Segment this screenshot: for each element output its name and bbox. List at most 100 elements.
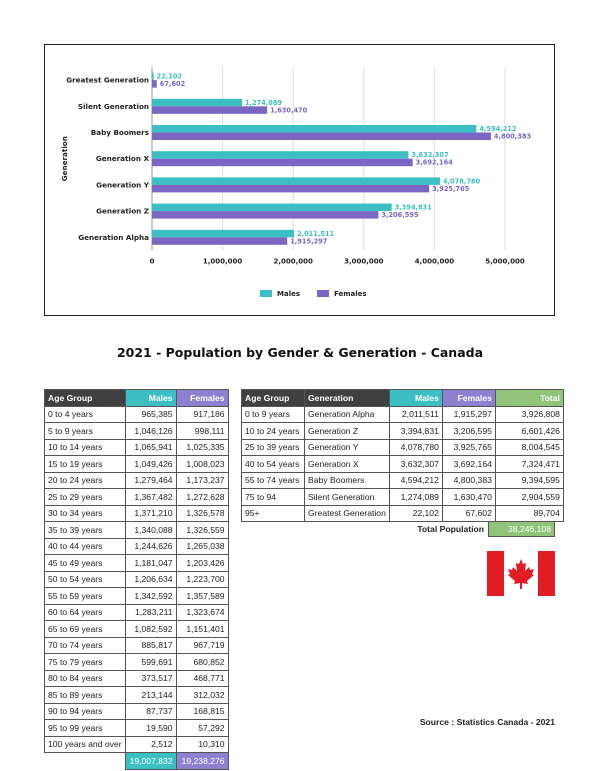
gen-table-header-age: Age Group	[241, 389, 305, 407]
generation-table: Age Group Generation Males Females Total…	[241, 389, 564, 522]
females-cell: 1,326,578	[175, 504, 229, 522]
females-cell: 1,203,426	[175, 554, 229, 572]
table-row: 35 to 39 years 1,340,088 1,326,559	[44, 521, 229, 539]
females-cell: 1,151,401	[175, 620, 229, 638]
males-cell: 1,046,126	[124, 422, 177, 440]
bar-males	[152, 151, 409, 159]
table-row: 20 to 24 years 1,279,464 1,173,237	[44, 471, 229, 489]
females-cell: 67,602	[441, 504, 496, 522]
females-cell: 1,173,237	[175, 471, 229, 489]
data-label: 4,078,780	[443, 177, 481, 185]
age-group-cell: 75 to 94	[241, 488, 305, 506]
page-title: 2021 - Population by Gender & Generation…	[116, 345, 484, 360]
total-population-value: 38,246,108	[488, 521, 555, 537]
age-group-cell: 15 to 19 years	[44, 455, 126, 473]
females-cell: 1,323,674	[175, 603, 229, 621]
bar-females	[152, 184, 430, 193]
females-cell: 1,025,335	[175, 438, 229, 456]
age-group-table: Age Group Males Females 0 to 4 years 965,…	[44, 389, 229, 770]
age-group-cell: 20 to 24 years	[44, 471, 126, 489]
females-cell: 4,800,383	[441, 471, 496, 489]
males-cell: 1,206,634	[124, 570, 177, 588]
females-cell: 3,925,765	[441, 438, 496, 456]
males-cell: 4,078,780	[388, 438, 443, 456]
males-cell: 1,371,210	[124, 504, 177, 522]
data-label: 4,594,212	[479, 125, 517, 133]
females-cell: 3,692,164	[441, 455, 496, 473]
age-group-cell: 50 to 54 years	[44, 570, 126, 588]
age-group-cell: 90 to 94 years	[44, 702, 126, 720]
age-group-cell: 0 to 4 years	[44, 405, 126, 423]
age-group-cell: 30 to 34 years	[44, 504, 126, 522]
males-total: 19,007,832	[124, 752, 177, 770]
males-cell: 2,011,511	[388, 405, 443, 423]
x-tick-label: 1,000,000	[203, 257, 243, 265]
flag-right-band	[538, 551, 555, 596]
females-cell: 1,008,023	[175, 455, 229, 473]
category-label: Generation Y	[96, 180, 150, 189]
females-cell: 1,265,038	[175, 537, 229, 555]
bar-males	[152, 72, 154, 81]
flag-left-band	[487, 551, 504, 596]
males-cell: 1,274,089	[388, 488, 443, 506]
gen-table-header-females: Females	[441, 389, 496, 407]
table-row: 5 to 9 years 1,046,126 998,111	[44, 422, 229, 440]
age-group-cell: 60 to 64 years	[44, 603, 126, 621]
males-cell: 1,279,464	[124, 471, 177, 489]
chart-svg: 0 1,000,000 2,000,000 3,000,000 4,000,000 5,0…	[60, 67, 532, 298]
females-cell: 680,852	[175, 653, 229, 671]
data-label: 3,692,164	[416, 159, 454, 167]
females-cell: 3,206,595	[441, 422, 496, 440]
table-row: 90 to 94 years 87,737 168,815	[44, 702, 229, 720]
bar-males	[152, 177, 440, 185]
age-group-cell: 40 to 54 years	[241, 455, 305, 473]
age-group-cell: 65 to 69 years	[44, 620, 126, 638]
bar-males	[152, 98, 242, 107]
canada-flag-icon	[487, 551, 555, 596]
age-group-cell: 35 to 39 years	[44, 521, 126, 539]
table-row: 75 to 79 years 599,691 680,852	[44, 653, 229, 671]
data-label: 3,925,765	[432, 185, 470, 193]
females-cell: 998,111	[175, 422, 229, 440]
males-cell: 1,049,426	[124, 455, 177, 473]
bar-females	[152, 211, 379, 219]
data-label: 67,602	[160, 80, 186, 88]
total-cell: 6,601,426	[494, 422, 564, 440]
age-table-header-males: Males	[124, 389, 177, 407]
females-cell: 1,915,297	[441, 405, 496, 423]
table-row: 0 to 4 years 965,385 917,186	[44, 405, 229, 423]
data-label: 4,800,383	[494, 133, 532, 141]
total-cell: 89,704	[494, 504, 564, 522]
bar-males	[152, 203, 392, 212]
males-cell: 885,817	[124, 636, 177, 654]
legend-swatch-females	[317, 290, 329, 297]
total-cell: 9,394,595	[494, 471, 564, 489]
table-row: 65 to 69 years 1,082,592 1,151,401	[44, 620, 229, 638]
table-row: 40 to 54 years Generation X 3,632,307 3,692…	[241, 455, 564, 473]
table-row: 75 to 94 Silent Generation 1,274,089 1,630,…	[241, 488, 564, 506]
age-group-cell: 95 to 99 years	[44, 719, 126, 737]
males-cell: 87,737	[124, 702, 177, 720]
category-label: Greatest Generation	[66, 76, 149, 85]
generation-bar-chart: 0 1,000,000 2,000,000 3,000,000 4,000,000 5,0…	[44, 44, 555, 316]
age-table-header-age: Age Group	[44, 389, 126, 407]
females-cell: 10,310	[175, 735, 229, 753]
females-cell: 1,272,628	[175, 488, 229, 506]
table-row: 25 to 29 years 1,367,482 1,272,628	[44, 488, 229, 506]
generation-cell: Greatest Generation	[304, 504, 390, 522]
males-cell: 965,385	[124, 405, 177, 423]
age-group-cell: 80 to 84 years	[44, 669, 126, 687]
category-label: Generation Z	[96, 207, 149, 216]
totals-blank-cell	[45, 753, 126, 770]
males-cell: 373,517	[124, 669, 177, 687]
males-cell: 1,367,482	[124, 488, 177, 506]
category-label: Generation X	[96, 154, 150, 163]
maple-leaf-icon	[508, 559, 534, 589]
generation-cell: Generation Y	[304, 438, 390, 456]
males-cell: 2,512	[124, 735, 177, 753]
table-row: 25 to 39 years Generation Y 4,078,780 3,925…	[241, 438, 564, 456]
table-row: 10 to 24 years Generation Z 3,394,831 3,206…	[241, 422, 564, 440]
age-group-cell: 70 to 74 years	[44, 636, 126, 654]
table-row: 55 to 74 years Baby Boomers 4,594,212 4,800…	[241, 471, 564, 489]
age-group-cell: 10 to 24 years	[241, 422, 305, 440]
